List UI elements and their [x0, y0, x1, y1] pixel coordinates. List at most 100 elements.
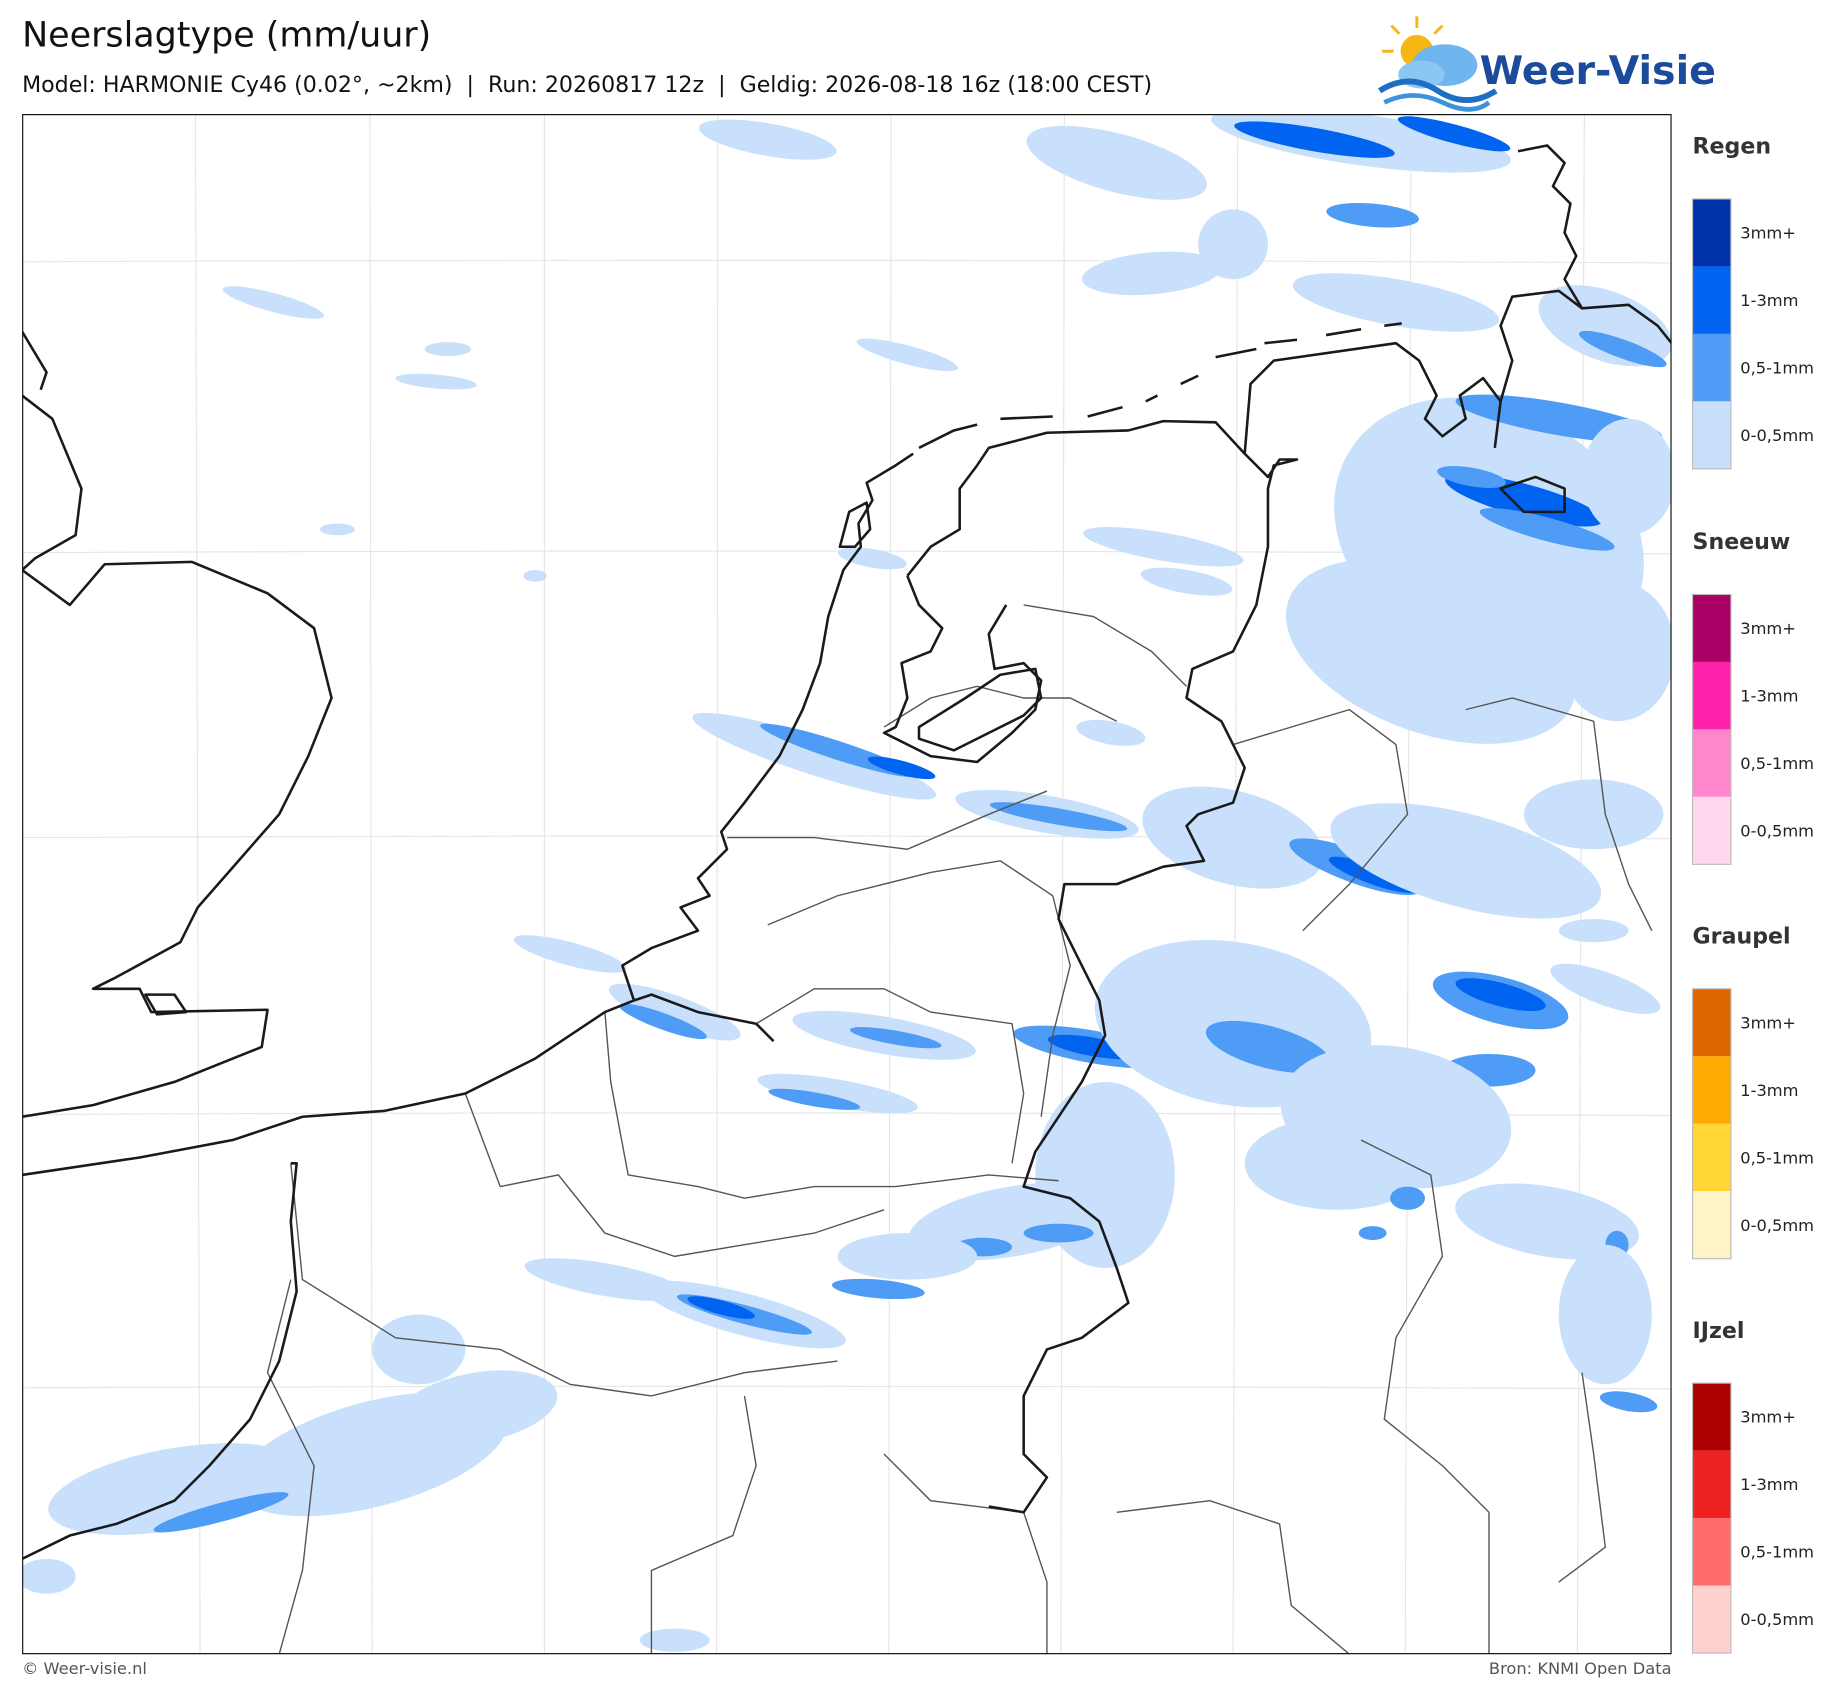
legend-swatch [1692, 661, 1731, 730]
precip-area [424, 342, 472, 356]
precip-area [372, 1314, 466, 1385]
legend: Regen 3mm+ 1-3mm 0,5-1mm 0-0,5mm Sneeuw 3mm+ 1-… [1691, 134, 1814, 1654]
precip-area [1578, 330, 1667, 368]
precip-area [1330, 803, 1602, 919]
legend-label: 1-3mm [1740, 686, 1798, 705]
subtitle: Model: HARMONIE Cy46 (0.02°, ~2km) | Run… [22, 72, 1152, 98]
precip-area [1455, 978, 1546, 1012]
precip-area [1437, 465, 1506, 488]
precip-area [687, 1296, 755, 1319]
legend-swatch [1692, 333, 1731, 402]
precip-area [1205, 1020, 1330, 1074]
legend-title: IJzel [1693, 1318, 1745, 1344]
legend-title: Graupel [1693, 923, 1791, 949]
legend-swatch [1692, 1191, 1731, 1259]
legend-swatch [1692, 401, 1731, 469]
legend-swatch [1692, 266, 1731, 334]
precip-area [619, 1003, 707, 1040]
legend-label: 0-0,5mm [1740, 821, 1814, 840]
legend-title: Regen [1693, 134, 1772, 160]
precip-area [856, 338, 958, 372]
legend-swatch [1692, 1450, 1731, 1519]
legend-label: 3mm+ [1740, 619, 1796, 638]
legend-frame [1691, 593, 1732, 865]
precip-area [1599, 1391, 1658, 1413]
precip-area [757, 1073, 918, 1114]
precip-area [1140, 567, 1233, 596]
precip-area [1023, 1223, 1094, 1243]
legend-label: 1-3mm [1740, 1081, 1798, 1100]
precip-area [523, 570, 547, 582]
legend-label: 0,5-1mm [1740, 358, 1814, 377]
legend-swatch [1692, 988, 1731, 1057]
legend-label: 3mm+ [1740, 1013, 1796, 1032]
legend-frame [1691, 988, 1732, 1260]
precip-area [236, 1391, 508, 1517]
precip-area [1397, 116, 1511, 152]
legend-frame [1691, 198, 1732, 470]
precip-area [1358, 1226, 1387, 1241]
legend-swatch [1692, 594, 1731, 662]
precip-area [1582, 418, 1672, 536]
legend-label: 0-0,5mm [1740, 1610, 1814, 1629]
footer-source: Bron: KNMI Open Data [1489, 1659, 1672, 1678]
precip-area [395, 373, 477, 390]
precip-area [1026, 125, 1207, 200]
precip-area [1234, 121, 1395, 158]
precip-area [319, 523, 355, 536]
precip-area [1076, 719, 1146, 746]
precip-area [1326, 202, 1420, 228]
precip-area [692, 712, 937, 800]
logo-text: Weer-Visie [1480, 48, 1716, 94]
precip-area [768, 1088, 861, 1110]
precip-area [831, 1278, 925, 1300]
precip-area [1558, 1244, 1652, 1385]
precip-area [1286, 559, 1576, 744]
precip-area [1455, 1183, 1639, 1260]
map [22, 114, 1672, 1655]
legend-frame [1691, 1382, 1732, 1654]
legend-label: 0,5-1mm [1740, 1148, 1814, 1167]
legend-label: 0-0,5mm [1740, 426, 1814, 445]
legend-title: Sneeuw [1693, 529, 1791, 555]
precip-area [1390, 1186, 1425, 1210]
precip-area [989, 802, 1128, 832]
precip-area [639, 1628, 710, 1652]
legend-swatch [1692, 796, 1731, 865]
precip-area [1292, 273, 1500, 332]
legend-label: 0,5-1mm [1740, 754, 1814, 773]
precip-area [837, 1233, 978, 1280]
precip-area [1558, 581, 1672, 722]
precip-area [1198, 209, 1268, 280]
precip-area [1479, 508, 1615, 551]
legend-label: 1-3mm [1740, 1475, 1798, 1494]
legend-label: 3mm+ [1740, 1408, 1796, 1427]
legend-swatch [1692, 1056, 1731, 1124]
footer-credit: © Weer-visie.nl [22, 1659, 147, 1678]
legend-label: 0,5-1mm [1740, 1543, 1814, 1562]
precip-area [22, 1558, 76, 1594]
legend-label: 1-3mm [1740, 291, 1798, 310]
legend-label: 3mm+ [1740, 224, 1796, 243]
legend-swatch [1692, 1585, 1731, 1654]
precip-area [513, 935, 627, 973]
precip-area [1550, 963, 1661, 1014]
legend-swatch [1692, 1518, 1731, 1586]
legend-label: 0-0,5mm [1740, 1216, 1814, 1235]
precip-area [867, 756, 936, 780]
precip-area [222, 286, 324, 319]
precip-area [698, 119, 837, 160]
legend-swatch [1692, 729, 1731, 797]
logo: Weer-Visie [1378, 16, 1716, 112]
precip-area [153, 1492, 289, 1533]
legend-swatch [1692, 1123, 1731, 1192]
title: Neerslagtype (mm/uur) [22, 16, 431, 56]
legend-swatch [1692, 198, 1731, 267]
legend-swatch [1692, 1383, 1731, 1451]
precip-area [1244, 1116, 1431, 1210]
precip-area [849, 1027, 942, 1049]
precip-area [1082, 251, 1222, 296]
precip-area [1083, 527, 1244, 567]
